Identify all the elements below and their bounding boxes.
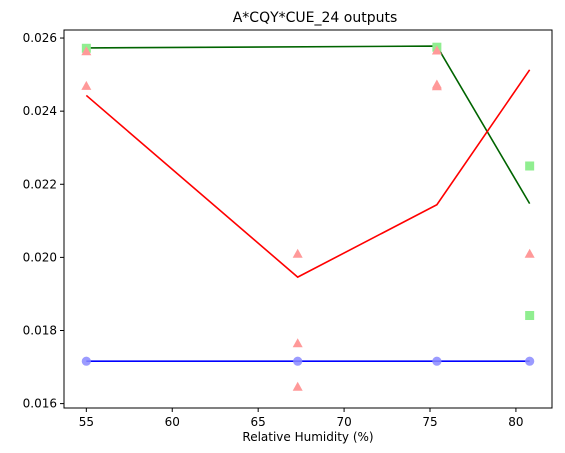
series-2-point-1	[81, 80, 92, 90]
x-tick-label-2: 65	[251, 415, 266, 429]
x-tick-label-0: 55	[79, 415, 94, 429]
series-2-point-3	[292, 338, 303, 348]
chart-title: A*CQY*CUE_24 outputs	[233, 10, 398, 26]
y-tick-label-2: 0.020	[23, 250, 57, 264]
x-tick-label-5: 80	[508, 415, 523, 429]
y-tick-label-1: 0.018	[23, 323, 57, 337]
series-0-point-1	[293, 356, 303, 366]
y-tick-label-3: 0.022	[23, 177, 57, 191]
data-marks	[81, 42, 535, 391]
series-2-point-2	[292, 248, 303, 258]
y-tick-label-4: 0.024	[23, 104, 57, 118]
series-0-point-0	[81, 356, 91, 366]
series-2-fit-line	[85, 69, 531, 279]
series-2-point-4	[292, 381, 303, 391]
series-1-point-3	[525, 311, 535, 321]
series-2-point-5	[431, 45, 442, 55]
x-tick-label-3: 70	[336, 415, 351, 429]
series-2-point-7	[431, 81, 442, 91]
x-axis-title: Relative Humidity (%)	[242, 430, 373, 444]
series-2-point-8	[524, 248, 535, 258]
y-tick-label-5: 0.026	[23, 31, 57, 45]
series-2-point-0	[81, 46, 92, 56]
y-tick-label-0: 0.016	[23, 397, 57, 411]
x-tick-label-1: 60	[165, 415, 180, 429]
x-tick-label-4: 75	[422, 415, 437, 429]
axes: 55 60 65 70 75 80 0.016 0.018 0.020 0.022 0.024 0.0…	[23, 29, 553, 429]
series-0-point-2	[432, 356, 442, 366]
series-1-point-2	[525, 161, 535, 171]
series-0-point-3	[525, 356, 535, 366]
plot-frame	[63, 29, 553, 409]
